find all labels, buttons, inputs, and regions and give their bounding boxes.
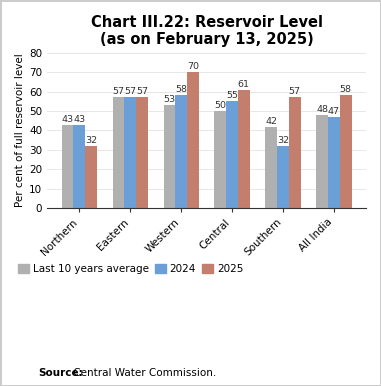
Text: 53: 53 <box>163 95 176 104</box>
Text: 57: 57 <box>112 88 125 96</box>
Legend: Last 10 years average, 2024, 2025: Last 10 years average, 2024, 2025 <box>14 260 247 278</box>
Text: 58: 58 <box>175 85 187 95</box>
Bar <box>74 125 85 208</box>
Text: 55: 55 <box>226 91 238 100</box>
Text: 47: 47 <box>328 107 340 116</box>
Text: 58: 58 <box>339 85 352 95</box>
Text: 43: 43 <box>73 115 85 124</box>
Bar <box>187 72 199 208</box>
Bar <box>266 127 277 208</box>
Text: 50: 50 <box>215 101 226 110</box>
Text: Source:: Source: <box>38 368 83 378</box>
Text: 32: 32 <box>85 136 97 145</box>
Bar <box>226 101 238 208</box>
Bar <box>85 146 97 208</box>
Bar <box>113 97 124 208</box>
Text: 43: 43 <box>61 115 74 124</box>
Text: 61: 61 <box>238 80 250 89</box>
Text: 48: 48 <box>316 105 328 114</box>
Bar <box>277 146 289 208</box>
Text: Central Water Commission.: Central Water Commission. <box>70 368 217 378</box>
Bar <box>163 105 175 208</box>
Text: 70: 70 <box>187 62 199 71</box>
Text: 32: 32 <box>277 136 289 145</box>
Title: Chart III.22: Reservoir Level
(as on February 13, 2025): Chart III.22: Reservoir Level (as on Feb… <box>91 15 323 47</box>
Bar <box>316 115 328 208</box>
Bar <box>62 125 74 208</box>
Bar <box>215 111 226 208</box>
Y-axis label: Per cent of full reservoir level: Per cent of full reservoir level <box>15 54 25 207</box>
Text: 57: 57 <box>289 88 301 96</box>
Text: 42: 42 <box>265 117 277 125</box>
Bar <box>289 97 301 208</box>
Bar <box>136 97 148 208</box>
Bar <box>340 95 352 208</box>
Text: 57: 57 <box>136 88 148 96</box>
Bar <box>238 90 250 208</box>
Text: 57: 57 <box>124 88 136 96</box>
Bar <box>175 95 187 208</box>
Bar <box>124 97 136 208</box>
Bar <box>328 117 340 208</box>
